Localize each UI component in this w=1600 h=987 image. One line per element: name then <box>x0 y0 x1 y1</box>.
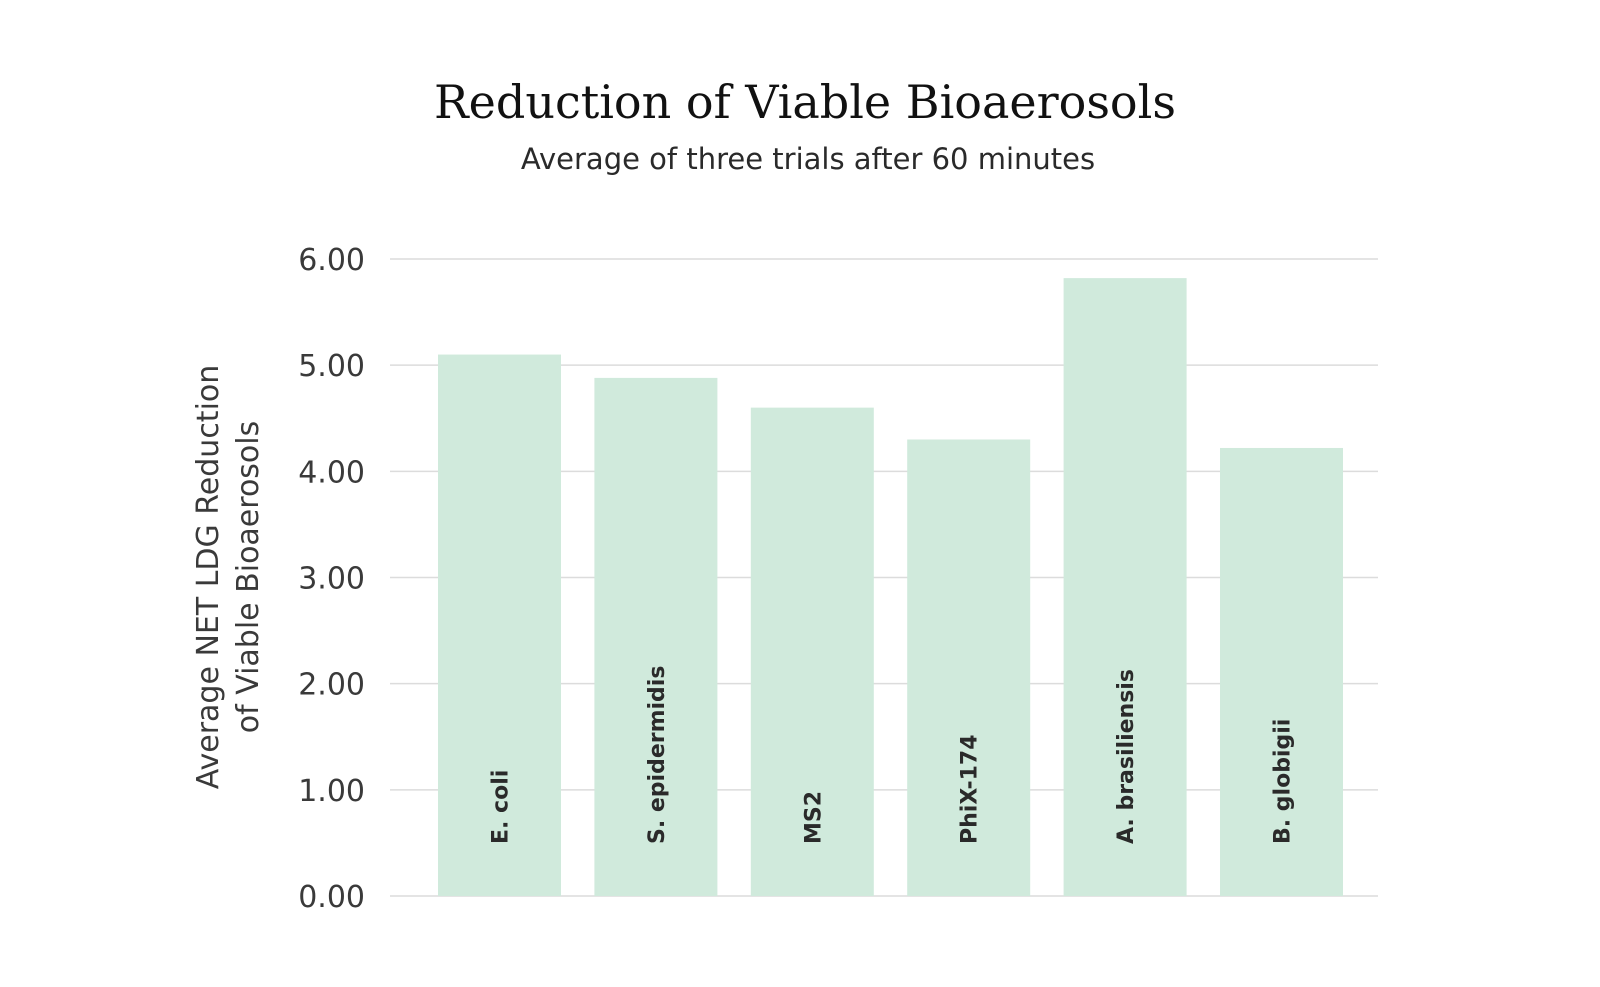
y-tick-label: 1.00 <box>298 774 365 809</box>
y-axis-label: Average NET LDG Reduction of Viable Bioa… <box>191 365 266 790</box>
bar-labels: E. coli S. epidermidis MS2 PhiX-174 A. brasi… <box>489 666 1296 844</box>
y-axis-label-line-1: Average NET LDG Reduction <box>191 365 226 790</box>
bar-label-0: E. coli <box>489 770 514 844</box>
bar-label-2: MS2 <box>801 791 826 844</box>
y-tick-label: 4.00 <box>298 455 365 490</box>
bar-2 <box>750 407 874 896</box>
bar-0 <box>438 354 561 896</box>
bar-4 <box>1063 278 1187 896</box>
bar-label-1: S. epidermidis <box>645 666 670 844</box>
y-tick-label: 0.00 <box>298 880 365 915</box>
chart-subtitle: Average of three trials after 60 minutes <box>521 142 1095 176</box>
bar-label-5: B. globigii <box>1271 719 1296 844</box>
bar-label-4: A. brasiliensis <box>1114 669 1139 844</box>
y-tick-label: 2.00 <box>298 668 365 703</box>
y-axis-label-line-2: of Viable Bioaerosols <box>231 421 266 734</box>
y-tick-label: 3.00 <box>298 562 365 597</box>
y-tick-label: 6.00 <box>298 243 365 278</box>
bar-1 <box>594 377 718 896</box>
bar-label-3: PhiX-174 <box>958 734 983 844</box>
bars <box>438 278 1343 896</box>
y-axis-ticks: 0.00 1.00 2.00 3.00 4.00 5.00 6.00 <box>298 243 365 915</box>
y-tick-label: 5.00 <box>298 349 365 384</box>
chart-title: Reduction of Viable Bioaerosols <box>434 75 1176 129</box>
bar-3 <box>907 439 1031 896</box>
bar-5 <box>1220 447 1343 896</box>
